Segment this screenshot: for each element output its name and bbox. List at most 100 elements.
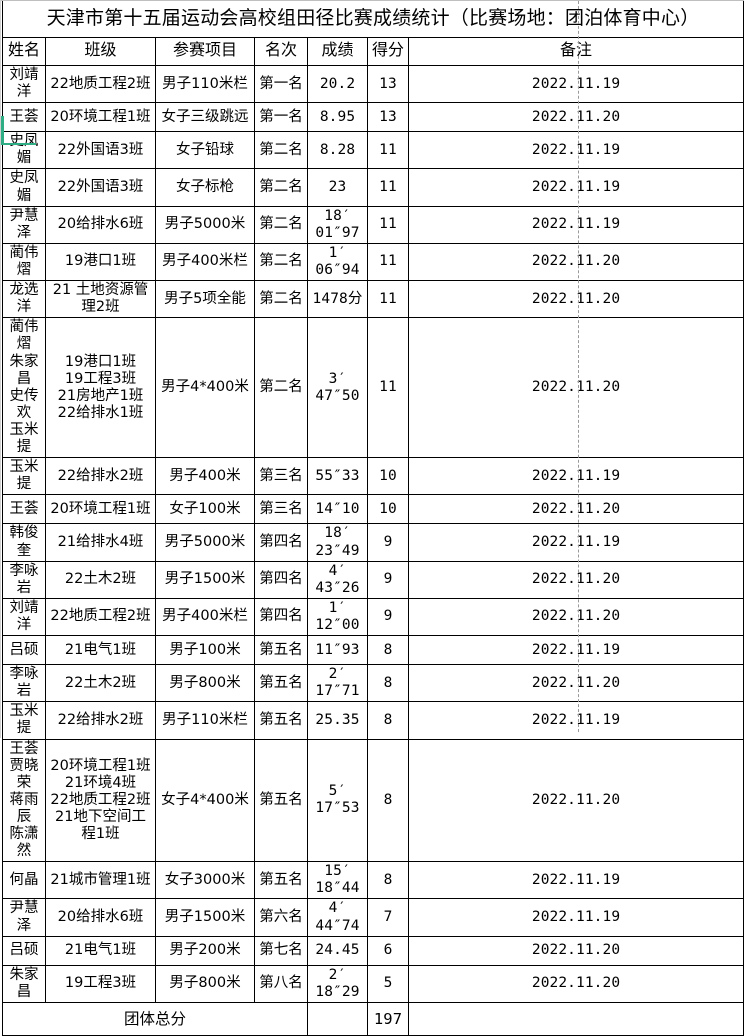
cell-rank[interactable]: 第二名 [254,205,308,244]
cell-class[interactable]: 22外国语3班 [45,131,156,170]
table-row[interactable]: 史凤媚 22外国语3班 女子铅球 第二名 8.28 11 2022.11.19 [2,131,744,170]
cell-class[interactable]: 19港口1班 [45,242,156,282]
cell-rank[interactable]: 第四名 [254,523,308,562]
cell-note[interactable]: 2022.11.20 [407,597,744,637]
cell-class[interactable]: 21城市管理1班 [45,861,156,900]
cell-note[interactable]: 2022.11.19 [407,64,744,104]
cell-points[interactable]: 11 [367,205,409,244]
cell-class[interactable]: 21电气1班 [45,935,156,966]
cell-event[interactable]: 男子4*400米 [155,317,255,459]
cell-name[interactable]: 朱家昌 [2,964,46,1003]
cell-class[interactable]: 22给排水2班 [45,457,156,496]
cell-name[interactable]: 吕硕 [2,935,46,966]
cell-points[interactable]: 9 [367,597,409,637]
cell-class[interactable]: 20环境工程1班 [45,102,156,133]
table-row[interactable]: 吕硕 21电气1班 男子200米 第七名 24.45 6 2022.11.20 [2,935,744,966]
cell-class[interactable]: 22地质工程2班 [45,597,156,637]
cell-note[interactable]: 2022.11.19 [407,635,744,666]
table-row[interactable]: 尹慧泽 20给排水6班 男子1500米 第六名 4′ 44″74 7 2022.11.19 [2,898,744,937]
cell-result[interactable]: 18′ 23″49 [307,523,368,562]
cell-points[interactable]: 10 [367,457,409,496]
cell-class[interactable]: 20环境工程1班 21环境4班 22地质工程2班 21地下空间工程1班 [45,738,156,863]
table-row[interactable]: 王荟 20环境工程1班 女子三级跳远 第一名 8.95 13 2022.11.20 [2,102,744,133]
cell-result[interactable]: 24.45 [307,935,368,966]
cell-name[interactable]: 史凤媚 [2,131,46,170]
cell-result[interactable]: 18′ 01″97 [307,205,368,244]
table-row[interactable]: 玉米提 22给排水2班 男子110米栏 第五名 25.35 8 2022.11.19 [2,701,744,740]
cell-note[interactable]: 2022.11.20 [407,964,744,1003]
cell-class[interactable]: 20给排水6班 [45,205,156,244]
table-row[interactable]: 李咏岩 22土木2班 男子800米 第五名 2′ 17″71 8 2022.11.20 [2,664,744,703]
cell-event[interactable]: 男子800米 [155,964,255,1003]
cell-result[interactable]: 3′ 47″50 [307,317,368,459]
cell-rank[interactable]: 第八名 [254,964,308,1003]
cell-note[interactable]: 2022.11.20 [407,317,744,459]
total-row[interactable]: 团体总分 197 [2,1001,744,1036]
cell-rank[interactable]: 第七名 [254,935,308,966]
table-row[interactable]: 蔺伟熠 朱家昌 史传欢 玉米提 19港口1班 19工程3班 21房地产1班 22给… [2,317,744,459]
cell-points[interactable]: 8 [367,701,409,740]
cell-rank[interactable]: 第五名 [254,738,308,863]
cell-note[interactable]: 2022.11.20 [407,280,744,319]
cell-points[interactable]: 8 [367,738,409,863]
table-row[interactable]: 吕硕 21电气1班 男子100米 第五名 11″93 8 2022.11.19 [2,635,744,666]
cell-name[interactable]: 史凤媚 [2,168,46,207]
cell-result[interactable]: 14″10 [307,494,368,525]
cell-note[interactable]: 2022.11.20 [407,560,744,599]
cell-points[interactable]: 13 [367,64,409,104]
cell-note[interactable]: 2022.11.19 [407,131,744,170]
table-row[interactable]: 蔺伟熠 19港口1班 男子400米栏 第二名 1′ 06″94 11 2022.11.20 [2,242,744,282]
cell-name[interactable]: 尹慧泽 [2,898,46,937]
cell-class[interactable]: 21 土地资源管理2班 [45,280,156,319]
cell-note[interactable]: 2022.11.20 [407,738,744,863]
cell-class[interactable]: 21给排水4班 [45,523,156,562]
cell-note[interactable]: 2022.11.20 [407,242,744,282]
cell-points[interactable]: 11 [367,280,409,319]
cell-note[interactable]: 2022.11.20 [407,494,744,525]
cell-points[interactable]: 11 [367,168,409,207]
cell-result[interactable]: 23 [307,168,368,207]
cell-result[interactable]: 8.95 [307,102,368,133]
cell-name[interactable]: 玉米提 [2,457,46,496]
cell-rank[interactable]: 第六名 [254,898,308,937]
cell-points[interactable]: 8 [367,635,409,666]
cell-points[interactable]: 6 [367,935,409,966]
cell-note[interactable]: 2022.11.20 [407,102,744,133]
cell-note[interactable]: 2022.11.19 [407,701,744,740]
cell-rank[interactable]: 第一名 [254,64,308,104]
cell-points[interactable]: 5 [367,964,409,1003]
table-row[interactable]: 何晶 21城市管理1班 女子3000米 第五名 15′ 18″44 8 2022.11.19 [2,861,744,900]
cell-name[interactable]: 王荟 [2,494,46,525]
table-row[interactable]: 尹慧泽 20给排水6班 男子5000米 第二名 18′ 01″97 11 2022.11.1… [2,205,744,244]
cell-points[interactable]: 8 [367,664,409,703]
table-row[interactable]: 玉米提 22给排水2班 男子400米 第三名 55″33 10 2022.11.19 [2,457,744,496]
cell-event[interactable]: 女子3000米 [155,861,255,900]
cell-points[interactable]: 7 [367,898,409,937]
cell-rank[interactable]: 第二名 [254,280,308,319]
cell-name[interactable]: 尹慧泽 [2,205,46,244]
cell-class[interactable]: 22外国语3班 [45,168,156,207]
cell-event[interactable]: 女子100米 [155,494,255,525]
cell-rank[interactable]: 第五名 [254,861,308,900]
cell-note[interactable]: 2022.11.19 [407,457,744,496]
cell-rank[interactable]: 第五名 [254,701,308,740]
cell-result[interactable]: 25.35 [307,701,368,740]
cell-result[interactable]: 15′ 18″44 [307,861,368,900]
cell-event[interactable]: 女子铅球 [155,131,255,170]
cell-rank[interactable]: 第四名 [254,560,308,599]
cell-result[interactable]: 1′ 12″00 [307,597,368,637]
cell-class[interactable]: 22土木2班 [45,560,156,599]
cell-rank[interactable]: 第四名 [254,597,308,637]
cell-class[interactable]: 22地质工程2班 [45,64,156,104]
cell-name[interactable]: 刘靖洋 [2,597,46,637]
cell-name[interactable]: 刘靖洋 [2,64,46,104]
cell-event[interactable]: 男子5000米 [155,205,255,244]
cell-result[interactable]: 20.2 [307,64,368,104]
cell-result[interactable]: 4′ 44″74 [307,898,368,937]
cell-result[interactable]: 2′ 17″71 [307,664,368,703]
cell-points[interactable]: 9 [367,560,409,599]
cell-class[interactable]: 19工程3班 [45,964,156,1003]
cell-rank[interactable]: 第一名 [254,102,308,133]
cell-name[interactable]: 何晶 [2,861,46,900]
cell-name[interactable]: 王荟 贾晓荣 蒋雨辰 陈潇然 [2,738,46,863]
